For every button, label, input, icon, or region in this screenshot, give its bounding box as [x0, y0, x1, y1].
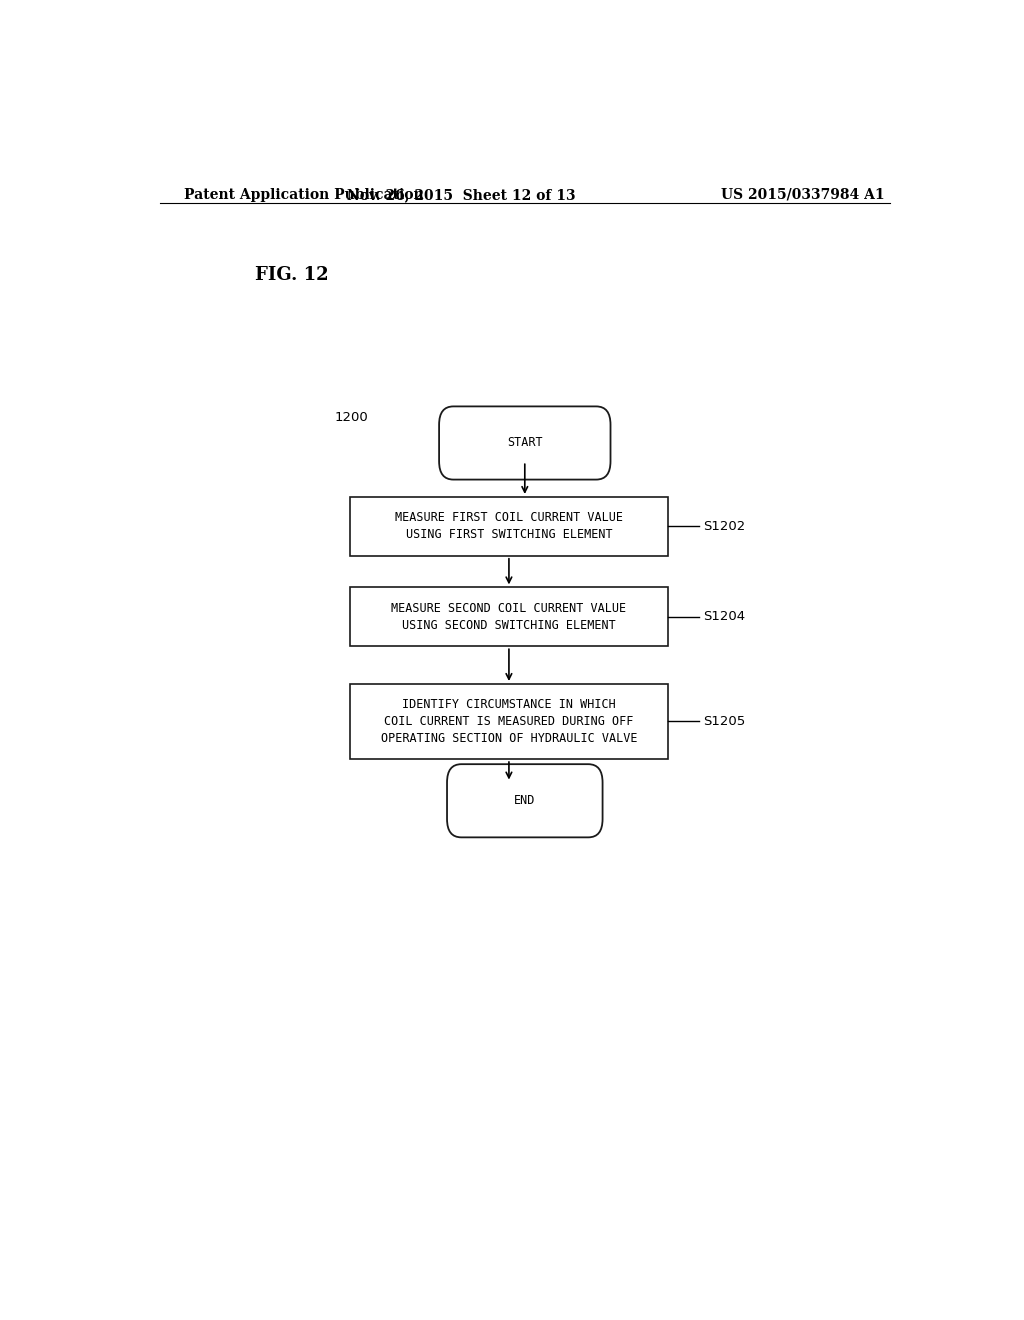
Bar: [350, 587, 668, 647]
Text: END: END: [514, 795, 536, 808]
FancyBboxPatch shape: [447, 764, 602, 837]
Text: Patent Application Publication: Patent Application Publication: [183, 187, 423, 202]
Text: FIG. 12: FIG. 12: [255, 267, 329, 284]
Text: 1200: 1200: [334, 411, 368, 424]
Text: Nov. 26, 2015  Sheet 12 of 13: Nov. 26, 2015 Sheet 12 of 13: [347, 187, 575, 202]
Text: MEASURE SECOND COIL CURRENT VALUE
USING SECOND SWITCHING ELEMENT: MEASURE SECOND COIL CURRENT VALUE USING …: [391, 602, 627, 632]
FancyBboxPatch shape: [439, 407, 610, 479]
Bar: [350, 684, 668, 759]
Text: S1202: S1202: [703, 520, 745, 533]
Text: MEASURE FIRST COIL CURRENT VALUE
USING FIRST SWITCHING ELEMENT: MEASURE FIRST COIL CURRENT VALUE USING F…: [395, 511, 623, 541]
Text: START: START: [507, 437, 543, 450]
Text: S1204: S1204: [703, 610, 745, 623]
Text: US 2015/0337984 A1: US 2015/0337984 A1: [721, 187, 885, 202]
Text: IDENTIFY CIRCUMSTANCE IN WHICH
COIL CURRENT IS MEASURED DURING OFF
OPERATING SEC: IDENTIFY CIRCUMSTANCE IN WHICH COIL CURR…: [381, 698, 637, 744]
Bar: [350, 496, 668, 556]
Text: S1205: S1205: [703, 715, 745, 729]
